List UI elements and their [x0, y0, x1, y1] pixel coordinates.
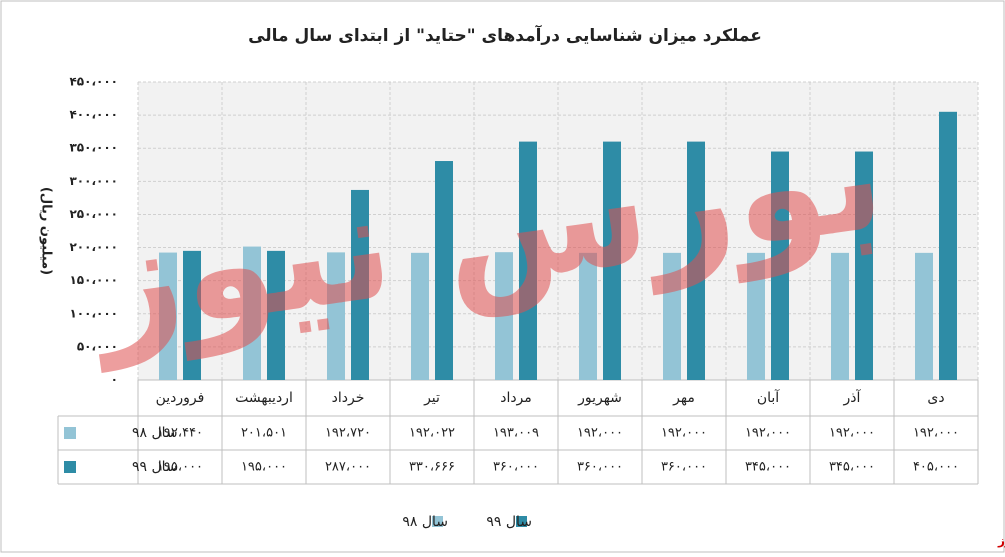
- y-tick-label: ۴۰۰،۰۰۰: [69, 108, 118, 122]
- bar: [579, 252, 597, 380]
- bar: [915, 252, 933, 380]
- bar: [663, 252, 681, 380]
- bar: [243, 246, 261, 380]
- legend-key: [516, 516, 527, 527]
- legend-label: سال ۹۹: [486, 514, 532, 530]
- bar: [603, 141, 621, 380]
- bar: [327, 252, 345, 380]
- table-value: ۲۰۱،۵۰۱: [241, 426, 287, 441]
- y-tick-label: ۰: [111, 373, 118, 387]
- bar: [519, 141, 537, 380]
- x-tick-label: فروردین: [156, 390, 205, 406]
- x-tick-label: آذر: [843, 389, 862, 406]
- x-tick-label: آبان: [757, 389, 780, 406]
- bar: [351, 189, 369, 380]
- table-row-label: سال ۹۹: [132, 459, 178, 475]
- table-value: ۳۶۰،۰۰۰: [493, 460, 539, 475]
- bar: [411, 252, 429, 380]
- x-tick-label: مرداد: [500, 390, 532, 406]
- table-value: ۱۹۵،۰۰۰: [157, 460, 203, 475]
- bar: [747, 252, 765, 380]
- legend-key: [432, 516, 443, 527]
- table-value: ۱۹۲،۷۲۰: [325, 426, 371, 441]
- table-legend-key: [64, 461, 76, 473]
- x-tick-label: دی: [927, 390, 944, 406]
- y-tick-label: ۱۰۰،۰۰۰: [69, 306, 118, 320]
- y-tick-label: ۱۵۰،۰۰۰: [69, 273, 118, 287]
- x-tick-label: شهریور: [577, 390, 622, 406]
- table-legend-key: [64, 427, 76, 439]
- bar: [687, 141, 705, 380]
- source: بورس نیوز: [997, 534, 1005, 549]
- y-tick-label: ۴۵۰،۰۰۰: [69, 75, 118, 89]
- table-value: ۱۹۲،۰۰۰: [829, 426, 875, 441]
- table-value: ۳۶۰،۰۰۰: [577, 460, 623, 475]
- table-value: ۱۹۲،۰۰۰: [577, 426, 623, 441]
- table-value: ۱۹۲،۴۴۰: [157, 426, 203, 441]
- legend-label: سال ۹۸: [402, 514, 448, 530]
- bar: [831, 252, 849, 380]
- x-tick-label: اردیبهشت: [235, 390, 293, 406]
- chart-title: عملکرد میزان شناسایی درآمدهای "حتاید" از…: [248, 24, 762, 46]
- table-value: ۱۹۲،۰۰۰: [745, 426, 791, 441]
- bar: [267, 250, 285, 380]
- table-value: ۱۹۳،۰۰۹: [493, 426, 539, 441]
- x-tick-label: مهر: [672, 390, 695, 406]
- x-tick-label: خرداد: [332, 390, 365, 406]
- y-tick-label: ۳۵۰،۰۰۰: [69, 141, 118, 155]
- table-value: ۱۹۲،۰۰۰: [913, 426, 959, 441]
- table-value: ۴۰۵،۰۰۰: [913, 460, 959, 475]
- bar: [183, 250, 201, 380]
- table-value: ۳۶۰،۰۰۰: [661, 460, 707, 475]
- table-value: ۲۸۷،۰۰۰: [325, 460, 371, 475]
- y-tick-label: ۲۰۰،۰۰۰: [69, 240, 118, 254]
- bar: [855, 151, 873, 380]
- table-value: ۱۹۲،۰۲۲: [409, 426, 455, 441]
- table-value: ۱۹۵،۰۰۰: [241, 460, 287, 475]
- table-value: ۳۴۵،۰۰۰: [829, 460, 875, 475]
- y-tick-label: ۲۵۰،۰۰۰: [69, 207, 118, 221]
- y-axis-label: (میلیون ریال): [39, 187, 54, 275]
- table-value: ۳۴۵،۰۰۰: [745, 460, 791, 475]
- bar: [939, 111, 957, 381]
- bar: [771, 151, 789, 380]
- table-value: ۳۳۰،۶۶۶: [409, 460, 455, 475]
- bar: [495, 252, 513, 380]
- y-tick-label: ۵۰،۰۰۰: [77, 339, 118, 353]
- x-tick-label: تیر: [423, 390, 440, 406]
- table-value: ۱۹۲،۰۰۰: [661, 426, 707, 441]
- y-tick-label: ۳۰۰،۰۰۰: [69, 174, 118, 188]
- bar: [435, 161, 453, 380]
- table-row-label: سال ۹۸: [132, 425, 178, 441]
- bar: [159, 252, 177, 380]
